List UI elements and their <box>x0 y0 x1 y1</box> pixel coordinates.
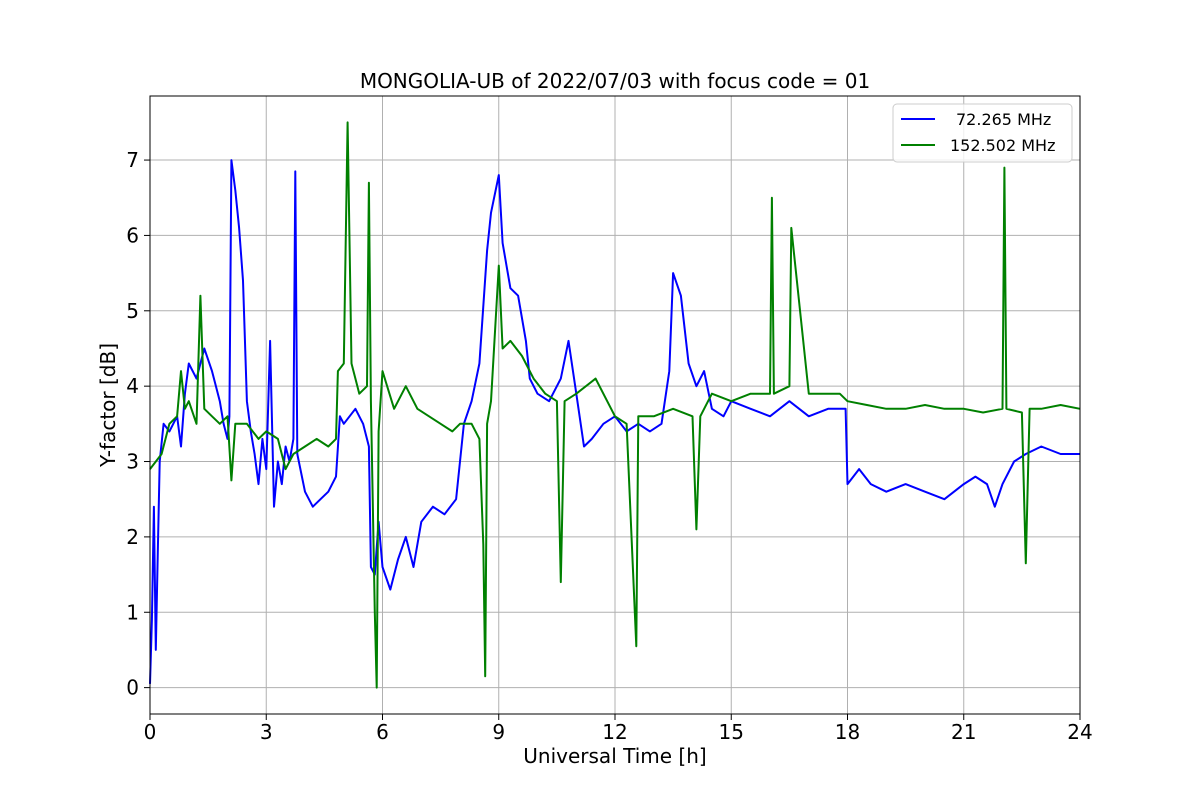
x-tick-label: 21 <box>951 720 976 744</box>
x-axis-label: Universal Time [h] <box>523 744 706 768</box>
x-tick-label: 0 <box>144 720 157 744</box>
x-tick-label: 3 <box>260 720 273 744</box>
y-tick-label: 3 <box>126 450 139 474</box>
chart-title: MONGOLIA-UB of 2022/07/03 with focus cod… <box>360 69 870 93</box>
y-axis-label: Y-factor [dB] <box>96 343 120 468</box>
y-tick-label: 0 <box>126 676 139 700</box>
y-tick-label: 2 <box>126 525 139 549</box>
legend-box <box>892 103 1073 163</box>
x-tick-label: 6 <box>376 720 389 744</box>
y-tick-label: 6 <box>126 223 139 247</box>
x-tick-label: 15 <box>719 720 744 744</box>
x-tick-label: 24 <box>1067 720 1092 744</box>
series-line-2 <box>149 121 1081 689</box>
x-tick-label: 18 <box>835 720 860 744</box>
y-tick-label: 7 <box>126 148 139 172</box>
legend: 72.265 MHz 152.502 MHz <box>892 103 1073 163</box>
legend-label-series-2: 152.502 MHz <box>950 136 1055 155</box>
y-tick-label: 5 <box>126 299 139 323</box>
grid <box>149 96 1081 714</box>
plot-area <box>149 121 1081 689</box>
x-tick-label: 12 <box>602 720 627 744</box>
x-tick-label: 9 <box>492 720 505 744</box>
y-tick-label: 4 <box>126 374 139 398</box>
legend-label-series-1: 72.265 MHz <box>956 110 1051 129</box>
y-tick-label: 1 <box>126 600 139 624</box>
series-line-1 <box>149 159 1080 684</box>
